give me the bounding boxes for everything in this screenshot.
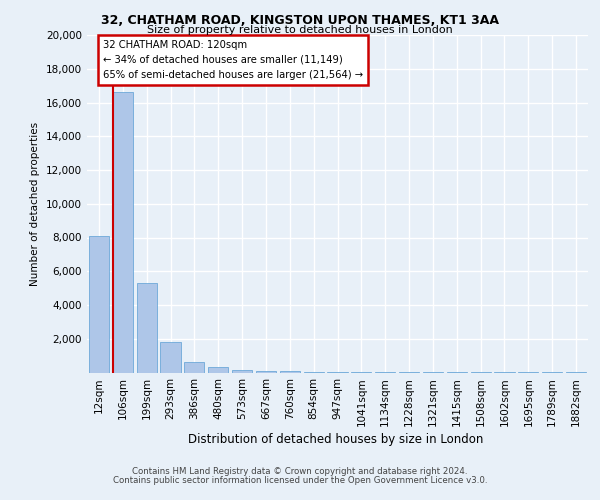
Bar	[160, 342, 181, 372]
Bar	[232, 370, 252, 372]
Text: Distribution of detached houses by size in London: Distribution of detached houses by size …	[188, 432, 484, 446]
Text: Contains HM Land Registry data © Crown copyright and database right 2024.: Contains HM Land Registry data © Crown c…	[132, 467, 468, 476]
Bar	[256, 371, 276, 372]
Text: 32 CHATHAM ROAD: 120sqm
← 34% of detached houses are smaller (11,149)
65% of sem: 32 CHATHAM ROAD: 120sqm ← 34% of detache…	[103, 40, 362, 80]
Bar	[208, 368, 229, 372]
Text: Contains public sector information licensed under the Open Government Licence v3: Contains public sector information licen…	[113, 476, 487, 485]
Bar	[184, 362, 205, 372]
Bar	[280, 371, 300, 372]
Y-axis label: Number of detached properties: Number of detached properties	[31, 122, 40, 286]
Text: Size of property relative to detached houses in London: Size of property relative to detached ho…	[147, 25, 453, 35]
Text: 32, CHATHAM ROAD, KINGSTON UPON THAMES, KT1 3AA: 32, CHATHAM ROAD, KINGSTON UPON THAMES, …	[101, 14, 499, 27]
Bar	[137, 283, 157, 372]
Bar	[89, 236, 109, 372]
Bar	[113, 92, 133, 372]
